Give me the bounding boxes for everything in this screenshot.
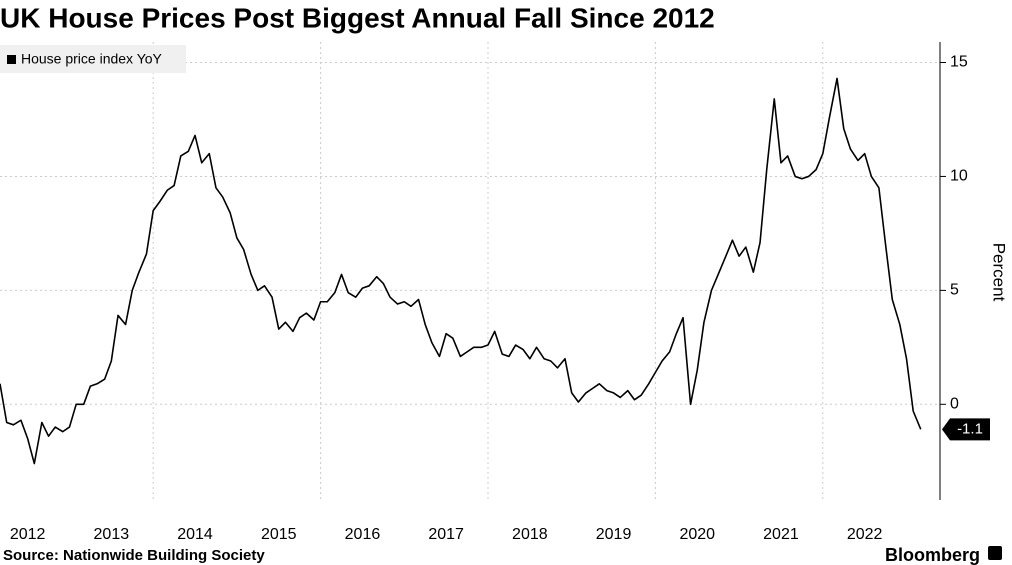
line-series — [0, 77, 922, 465]
legend-box — [0, 45, 186, 73]
legend-label: House price index YoY — [21, 51, 163, 67]
x-tick-label: 2014 — [177, 526, 213, 543]
x-tick-label: 2018 — [512, 526, 548, 543]
brand-icon — [988, 546, 1002, 560]
x-tick-label: 2021 — [763, 526, 799, 543]
x-tick-label: 2013 — [94, 526, 130, 543]
source: Source: Nationwide Building Society — [3, 547, 265, 564]
x-tick-label: 2020 — [679, 526, 715, 543]
last-value-box — [942, 418, 990, 441]
y-tick-label: 15 — [950, 54, 968, 71]
y-axis-label: Percent — [990, 243, 1009, 302]
x-tick-label: 2017 — [428, 526, 464, 543]
last-value-label: -1.1 — [957, 420, 983, 437]
x-tick-label: 2015 — [261, 526, 297, 543]
legend-swatch — [7, 55, 16, 64]
x-tick-label: 2012 — [10, 526, 46, 543]
x-tick-label: 2019 — [596, 526, 632, 543]
x-tick-label: 2022 — [847, 526, 883, 543]
x-tick-label: 2016 — [345, 526, 381, 543]
y-tick-label: 10 — [950, 168, 968, 185]
y-tick-label: 5 — [950, 282, 959, 299]
brand: Bloomberg — [885, 545, 980, 565]
y-tick-label: 0 — [950, 396, 959, 413]
chart-title: UK House Prices Post Biggest Annual Fall… — [0, 2, 715, 33]
